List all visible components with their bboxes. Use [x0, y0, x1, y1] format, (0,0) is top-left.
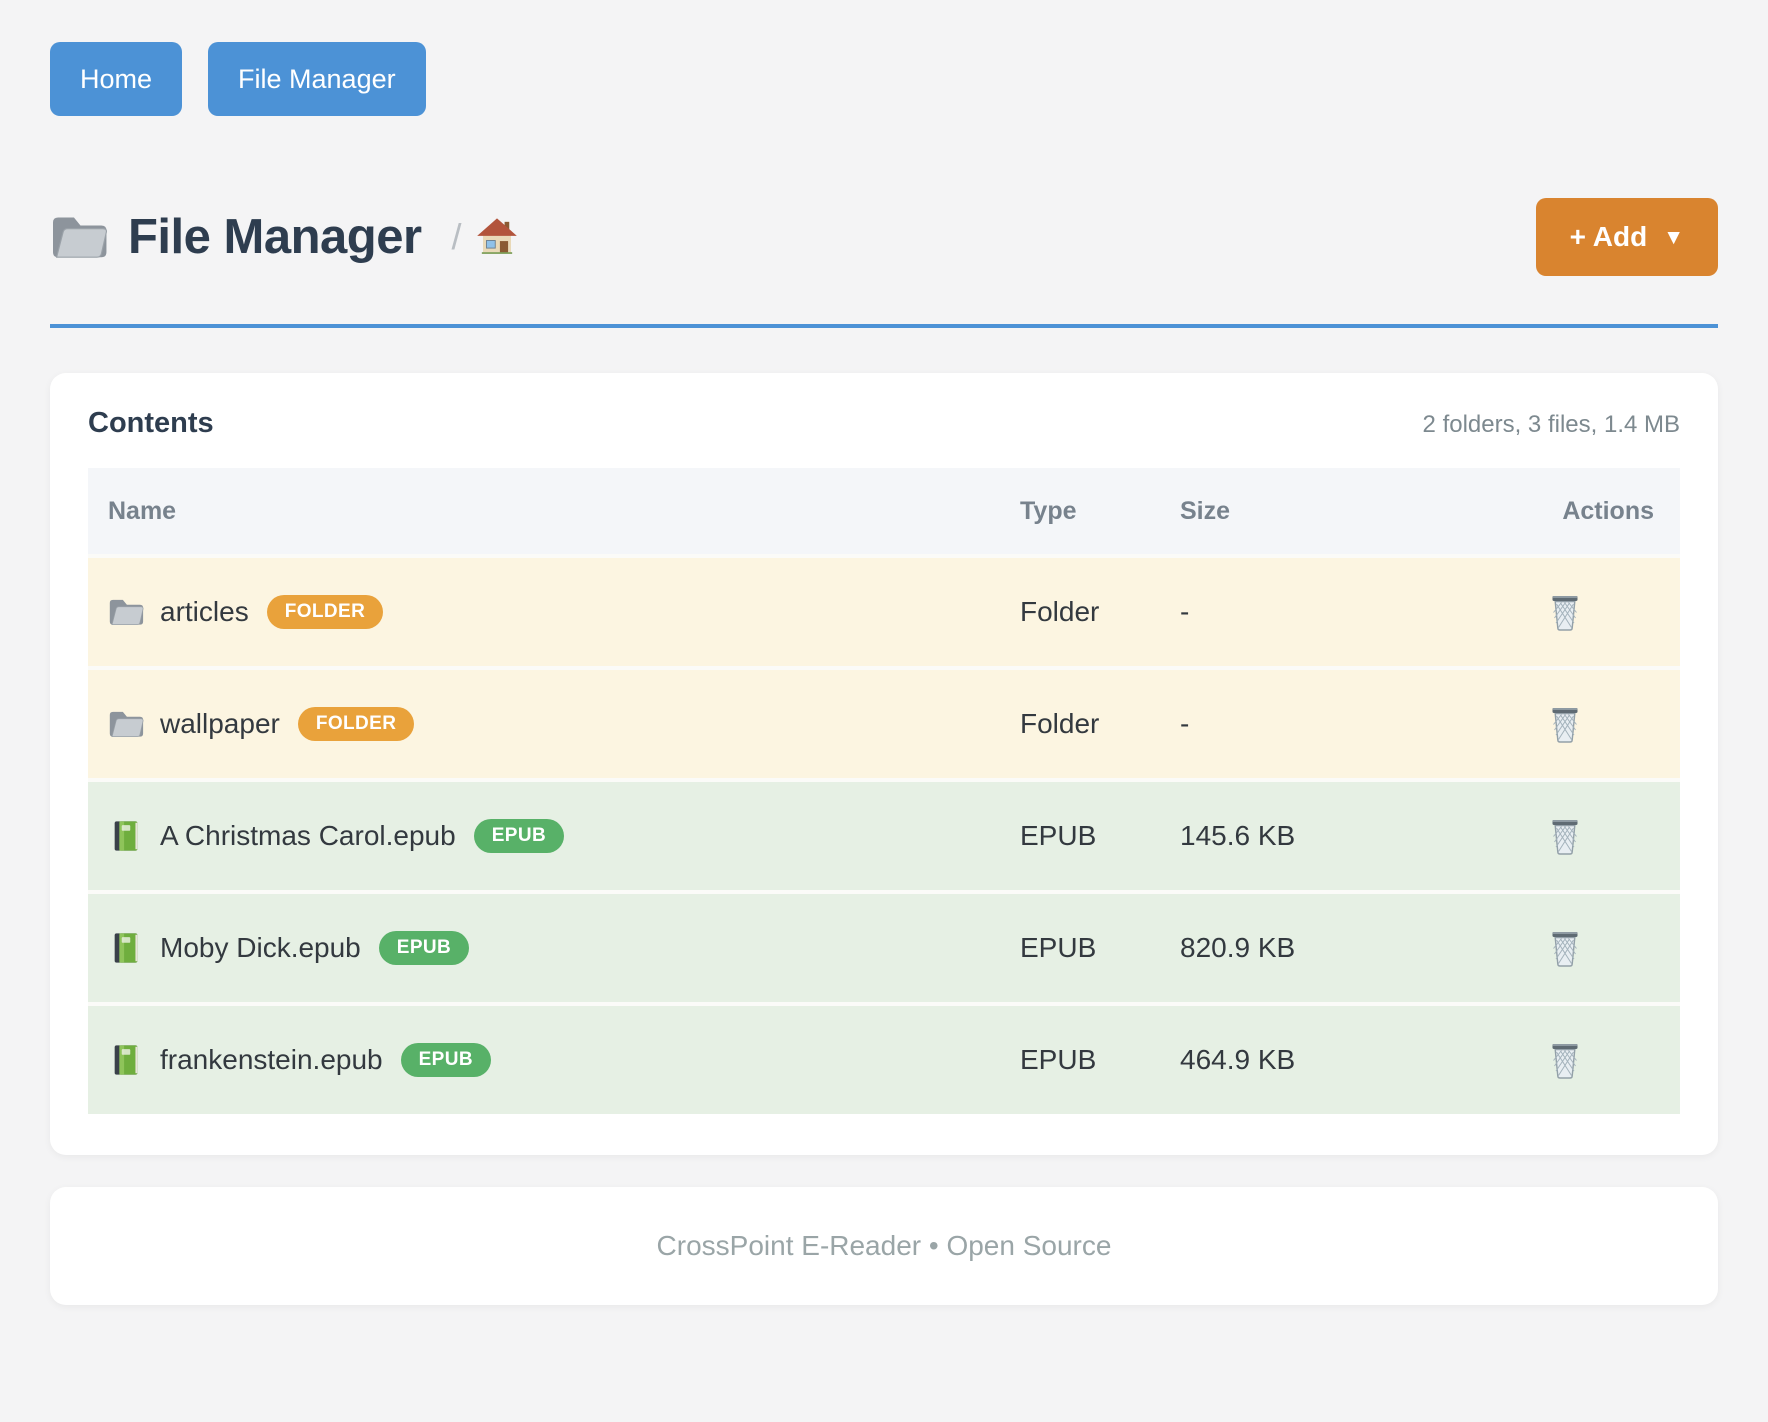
book-icon	[108, 931, 144, 965]
table-row: A Christmas Carol.epub EPUB EPUB 145.6 K…	[88, 778, 1680, 890]
type-badge: EPUB	[378, 930, 470, 966]
footer-text: CrossPoint E-Reader • Open Source	[656, 1230, 1112, 1261]
folder-icon	[108, 595, 144, 629]
page-title: File Manager	[128, 210, 422, 264]
file-name[interactable]: articles	[160, 595, 249, 627]
column-header-name: Name	[108, 496, 177, 525]
type-badge: EPUB	[473, 818, 565, 854]
column-header-type: Type	[1020, 496, 1077, 525]
footer-card: CrossPoint E-Reader • Open Source	[50, 1187, 1718, 1305]
table-row: frankenstein.epub EPUB EPUB 464.9 KB	[88, 1002, 1680, 1114]
table-body: articles FOLDER Folder - wallpaper FOLDE…	[88, 554, 1680, 1114]
type-cell: Folder	[1020, 708, 1100, 739]
delete-button[interactable]	[1543, 1036, 1587, 1084]
type-cell: EPUB	[1020, 1044, 1097, 1075]
trash-icon	[1547, 816, 1583, 856]
add-button-label: + Add	[1569, 221, 1648, 252]
size-cell: 464.9 KB	[1180, 1044, 1296, 1075]
table-row: articles FOLDER Folder -	[88, 554, 1680, 666]
file-table: Name Type Size Actions articles FOLDER F…	[88, 468, 1680, 1114]
file-name[interactable]: Moby Dick.epub	[160, 931, 361, 963]
trash-icon	[1547, 704, 1583, 744]
contents-card: Contents 2 folders, 3 files, 1.4 MB Name…	[50, 373, 1718, 1155]
table-header: Name Type Size Actions	[88, 468, 1680, 554]
size-cell: -	[1180, 596, 1190, 627]
top-nav: Home File Manager	[50, 42, 1718, 116]
column-header-actions: Actions	[1562, 496, 1654, 525]
type-badge: FOLDER	[297, 706, 415, 742]
folder-icon	[108, 707, 144, 741]
delete-button[interactable]	[1543, 924, 1587, 972]
delete-button[interactable]	[1543, 700, 1587, 748]
file-manager-button[interactable]: File Manager	[208, 42, 426, 116]
trash-icon	[1547, 592, 1583, 632]
page-header: File Manager / + Add ▼	[50, 196, 1718, 278]
contents-summary: 2 folders, 3 files, 1.4 MB	[1422, 411, 1680, 438]
trash-icon	[1547, 1040, 1583, 1080]
breadcrumb-separator: /	[451, 216, 462, 257]
type-cell: EPUB	[1020, 820, 1097, 851]
add-button[interactable]: + Add ▼	[1535, 198, 1718, 276]
size-cell: 145.6 KB	[1180, 820, 1296, 851]
table-row: wallpaper FOLDER Folder -	[88, 666, 1680, 778]
column-header-size: Size	[1180, 496, 1231, 525]
type-cell: Folder	[1020, 596, 1100, 627]
size-cell: -	[1180, 708, 1190, 739]
trash-icon	[1547, 928, 1583, 968]
file-name[interactable]: A Christmas Carol.epub	[160, 819, 456, 851]
delete-button[interactable]	[1543, 588, 1587, 636]
table-row: Moby Dick.epub EPUB EPUB 820.9 KB	[88, 890, 1680, 1002]
home-icon[interactable]	[476, 216, 518, 258]
caret-down-icon: ▼	[1663, 225, 1684, 249]
delete-button[interactable]	[1543, 812, 1587, 860]
type-badge: FOLDER	[266, 594, 384, 630]
size-cell: 820.9 KB	[1180, 932, 1296, 963]
folder-icon	[50, 211, 108, 263]
home-button[interactable]: Home	[50, 42, 183, 116]
book-icon	[108, 1043, 144, 1077]
contents-heading: Contents	[88, 407, 214, 439]
type-badge: EPUB	[400, 1042, 491, 1078]
file-name[interactable]: frankenstein.epub	[160, 1043, 383, 1075]
type-cell: EPUB	[1020, 932, 1097, 963]
file-name[interactable]: wallpaper	[160, 707, 280, 739]
title-divider	[50, 324, 1718, 328]
book-icon	[108, 819, 144, 853]
